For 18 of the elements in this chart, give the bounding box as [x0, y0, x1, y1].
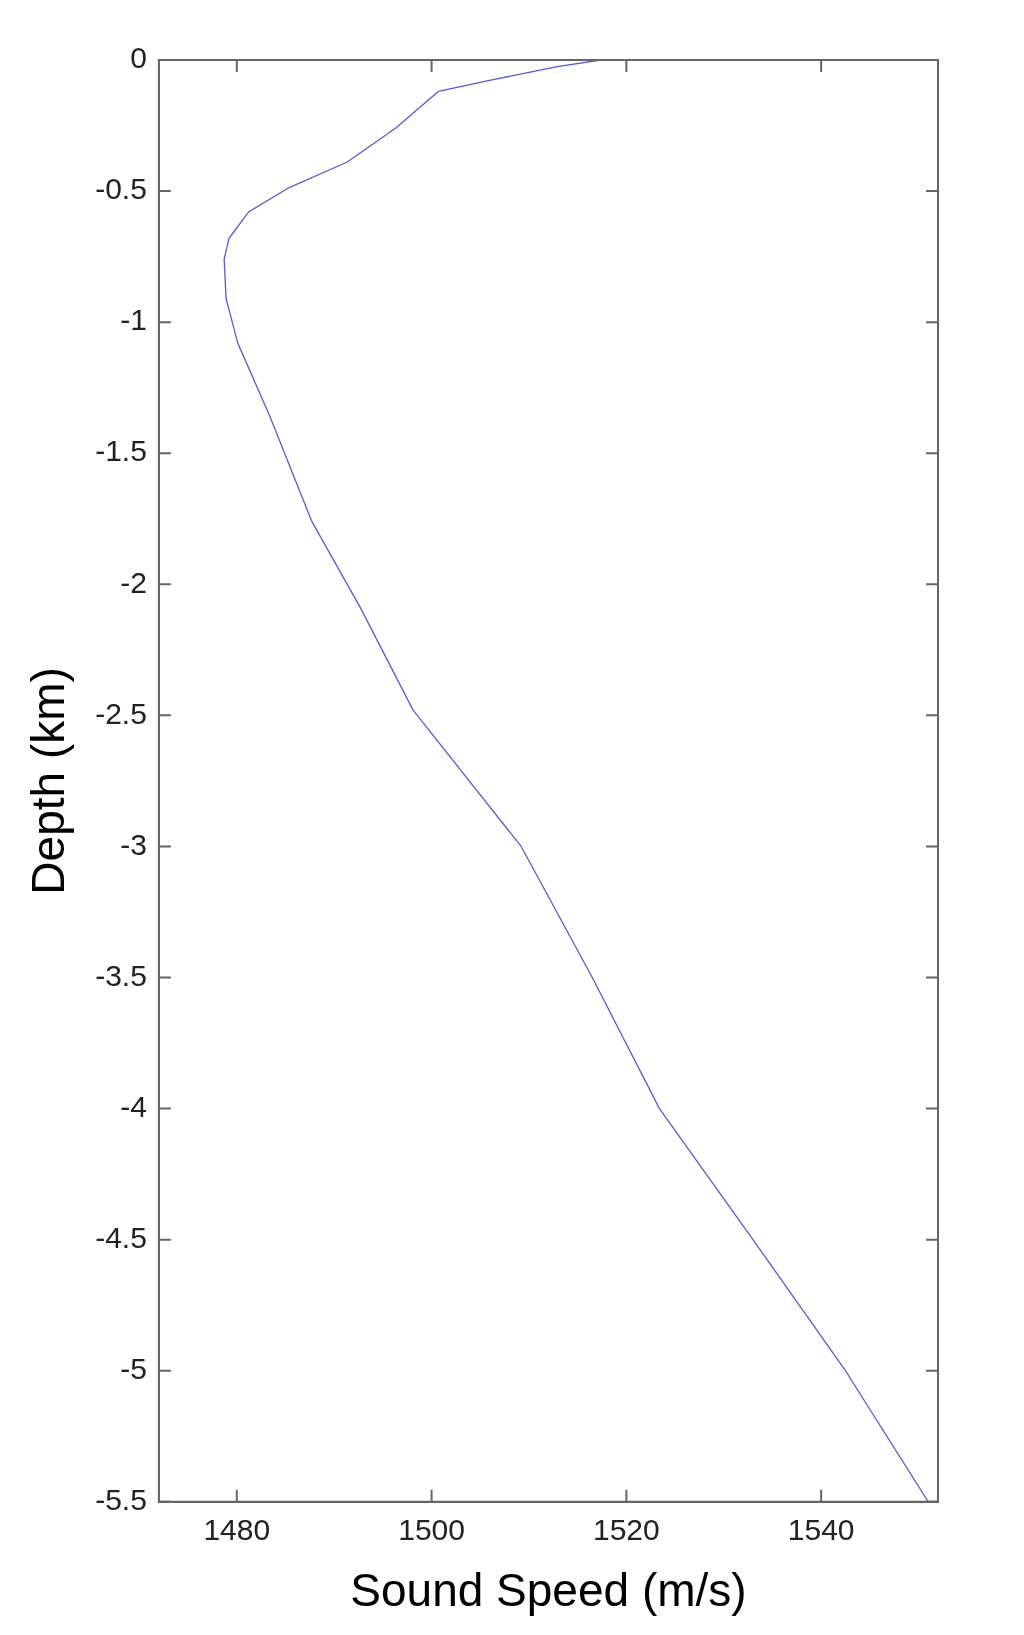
y-tick-label: -3.5 [95, 958, 147, 992]
y-tick-label: -4 [120, 1089, 147, 1123]
y-tick-label: -5.5 [95, 1483, 147, 1517]
y-tick-label: -2.5 [95, 696, 147, 730]
y-tick-label: -1.5 [95, 434, 147, 468]
y-axis-title: Depth (km) [22, 667, 75, 895]
y-tick-label: -0.5 [95, 172, 147, 206]
x-axis-title: Sound Speed (m/s) [350, 1564, 747, 1617]
x-tick-label: 1540 [787, 1513, 855, 1547]
y-tick-label: -2 [120, 565, 147, 599]
x-tick-label: 1500 [398, 1513, 465, 1547]
x-tick-label: 1520 [592, 1513, 660, 1547]
y-tick-label: -1 [120, 303, 147, 337]
y-tick-label: -4.5 [95, 1220, 147, 1254]
y-tick-label: -3 [120, 827, 147, 861]
y-tick-label: 0 [130, 41, 147, 75]
y-tick-label: -5 [120, 1351, 147, 1385]
x-tick-label: 1480 [203, 1513, 271, 1547]
